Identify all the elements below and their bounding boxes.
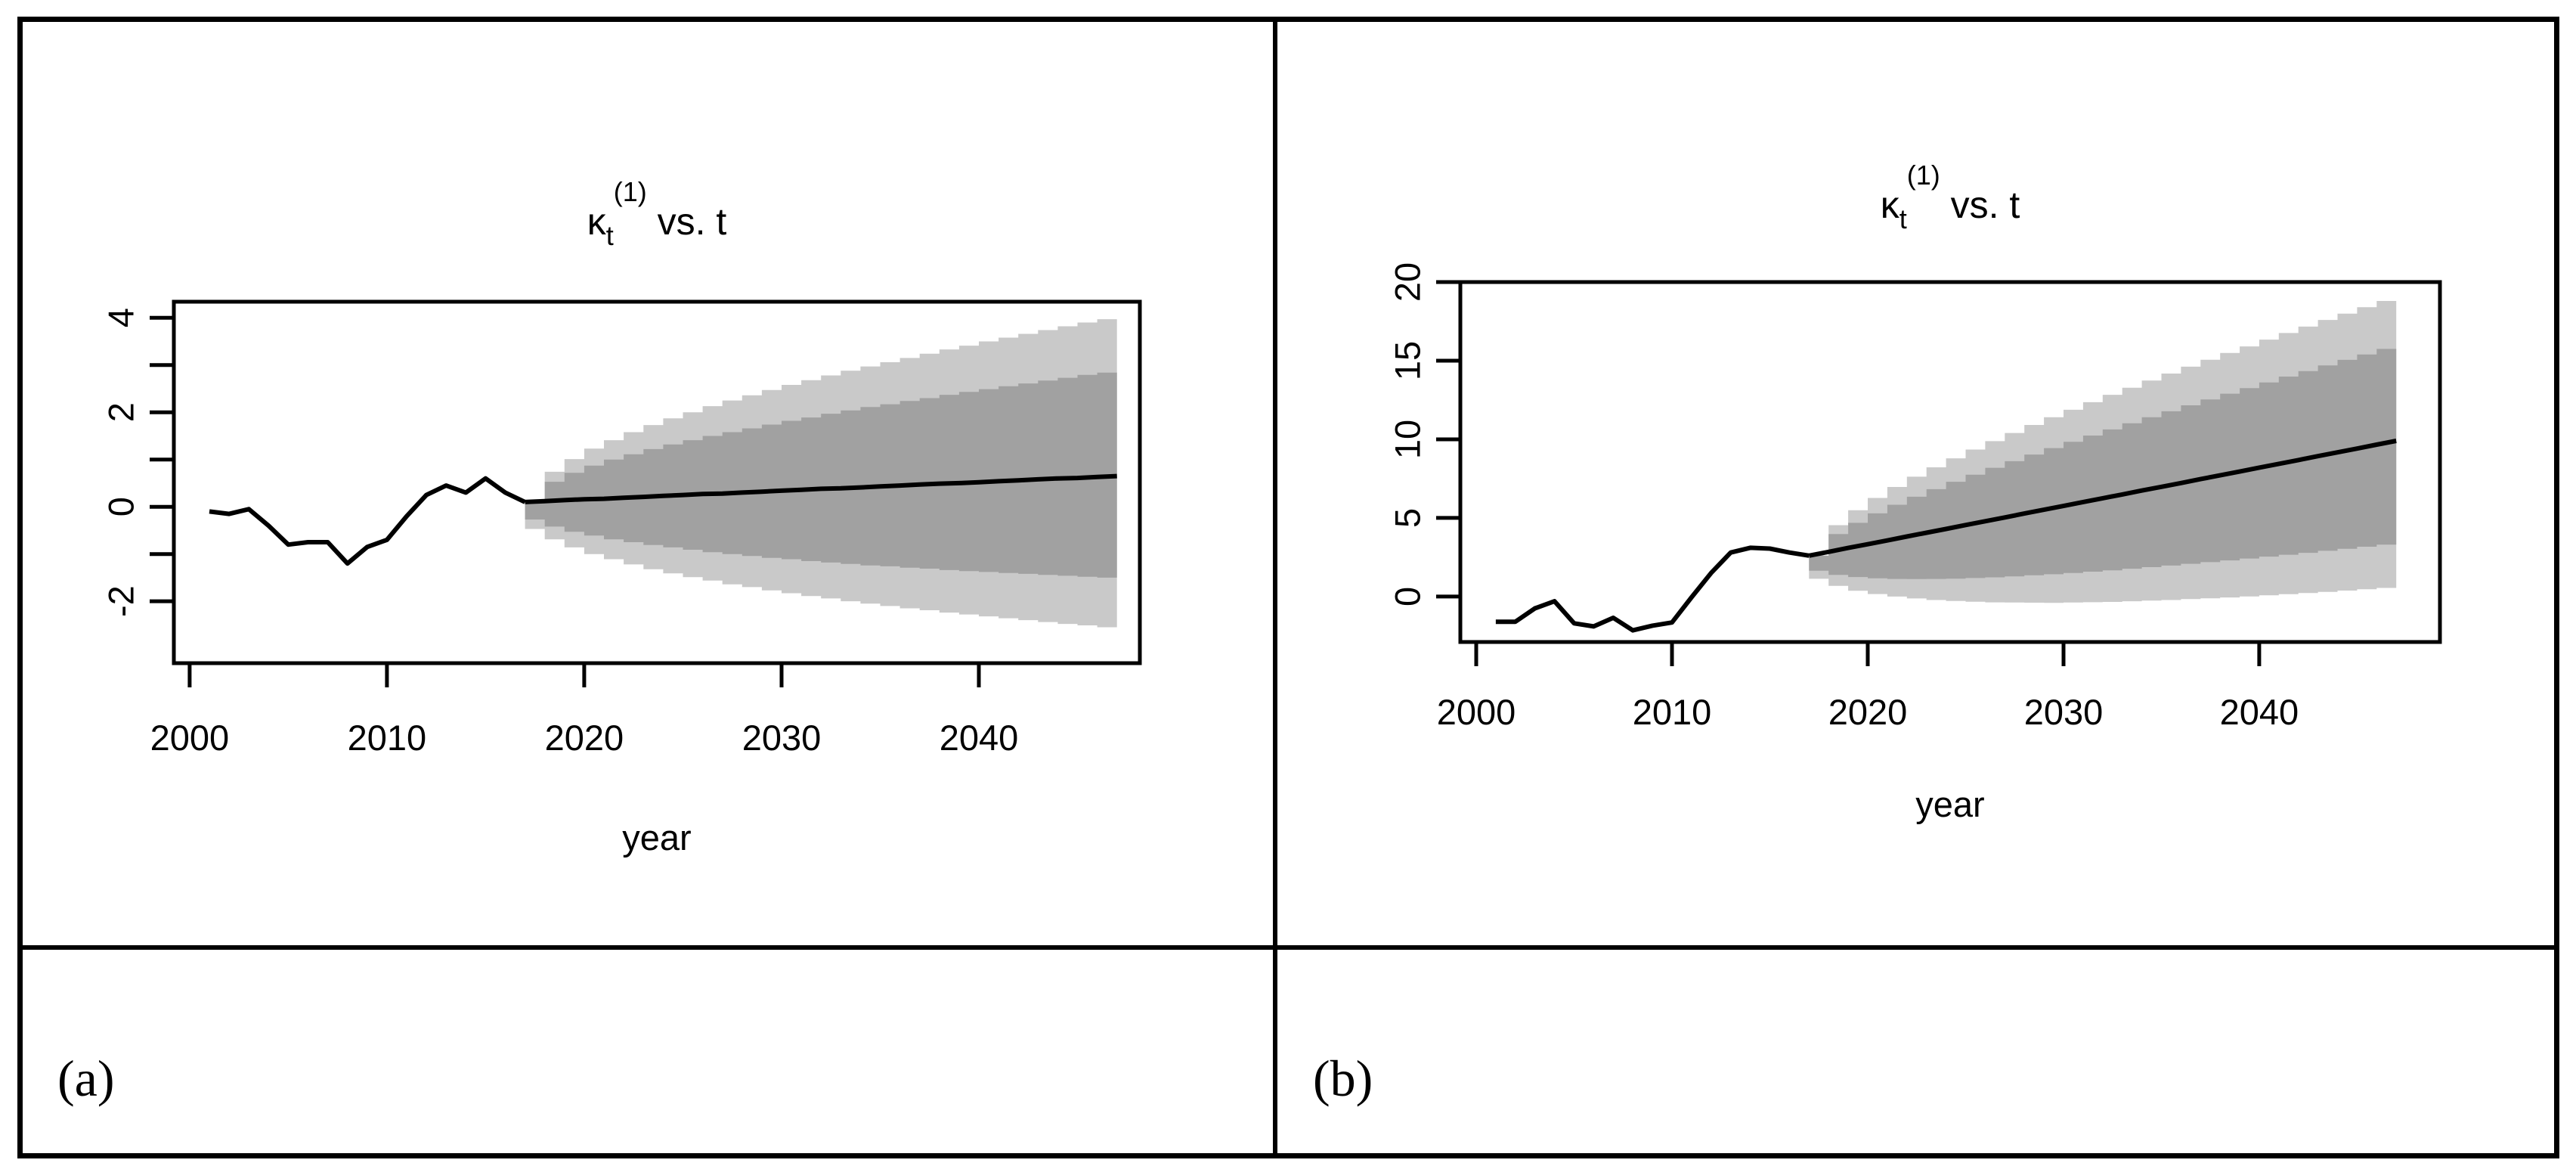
panel-label-a: (a)	[57, 1050, 115, 1107]
chart-a: 2000 2010 2020 2030 2040 -2 0 2 4 year κt(1) vs. t	[101, 176, 1142, 858]
panel-a-y-tick-label: -2	[101, 585, 141, 617]
panel-a-y-tick-label: 2	[101, 402, 141, 422]
panel-a-x-tick-label: 2030	[742, 718, 822, 758]
panel-a-forecast-central-line	[525, 473, 1117, 504]
panel-b-y-tick-label: 10	[1388, 420, 1428, 459]
panel-a-inner-prediction-band	[525, 370, 1117, 578]
panel-a-x-tick-label: 2040	[940, 718, 1019, 758]
panel-b-x-tick-label: 2000	[1437, 692, 1516, 732]
panel-b-x-tick-label: 2030	[2024, 692, 2104, 732]
panel-b-x-tick-label: 2040	[2220, 692, 2299, 732]
panel-b-x-tick-label: 2010	[1633, 692, 1712, 732]
panel-a-y-tick-label: 4	[101, 308, 141, 327]
panel-b-y-tick-label: 5	[1388, 508, 1428, 528]
panel-b-x-tick-label: 2020	[1828, 692, 1908, 732]
table-outer-border	[17, 17, 2559, 1158]
panel-a-plot-box	[172, 299, 1142, 665]
panel-a-x-axis-title: year	[622, 817, 691, 858]
panel-a-y-tick-label: 0	[101, 497, 141, 516]
panel-b-y-tick-label: 0	[1388, 587, 1428, 606]
panel-b-chart-title: κt(1) vs. t	[1881, 160, 2020, 234]
panel-b-x-axis-title: year	[1915, 784, 1984, 824]
panel-a-history-line	[209, 476, 526, 566]
panel-b-history-line	[1495, 545, 1810, 633]
table-column-divider	[1273, 17, 1277, 1158]
panel-a-x-tick-label: 2010	[348, 718, 427, 758]
panel-b-y-tick-label: 20	[1388, 262, 1428, 302]
chart-b: 2000 2010 2020 2030 2040 0 5 10 15 20 year κt(1) vs…	[1388, 160, 2442, 824]
panel-a-x-tick-label: 2000	[150, 718, 230, 758]
panel-a-x-tick-label: 2020	[545, 718, 624, 758]
panel-b-y-tick-label: 15	[1388, 341, 1428, 380]
table-row-divider	[17, 945, 2559, 950]
panel-a-chart-title: κt(1) vs. t	[587, 176, 727, 251]
panel-b-inner-prediction-band	[1809, 343, 2397, 579]
panel-label-b: (b)	[1313, 1050, 1373, 1107]
panel-b-forecast-central-line	[1808, 439, 2397, 558]
panel-b-plot-box	[1458, 280, 2442, 644]
